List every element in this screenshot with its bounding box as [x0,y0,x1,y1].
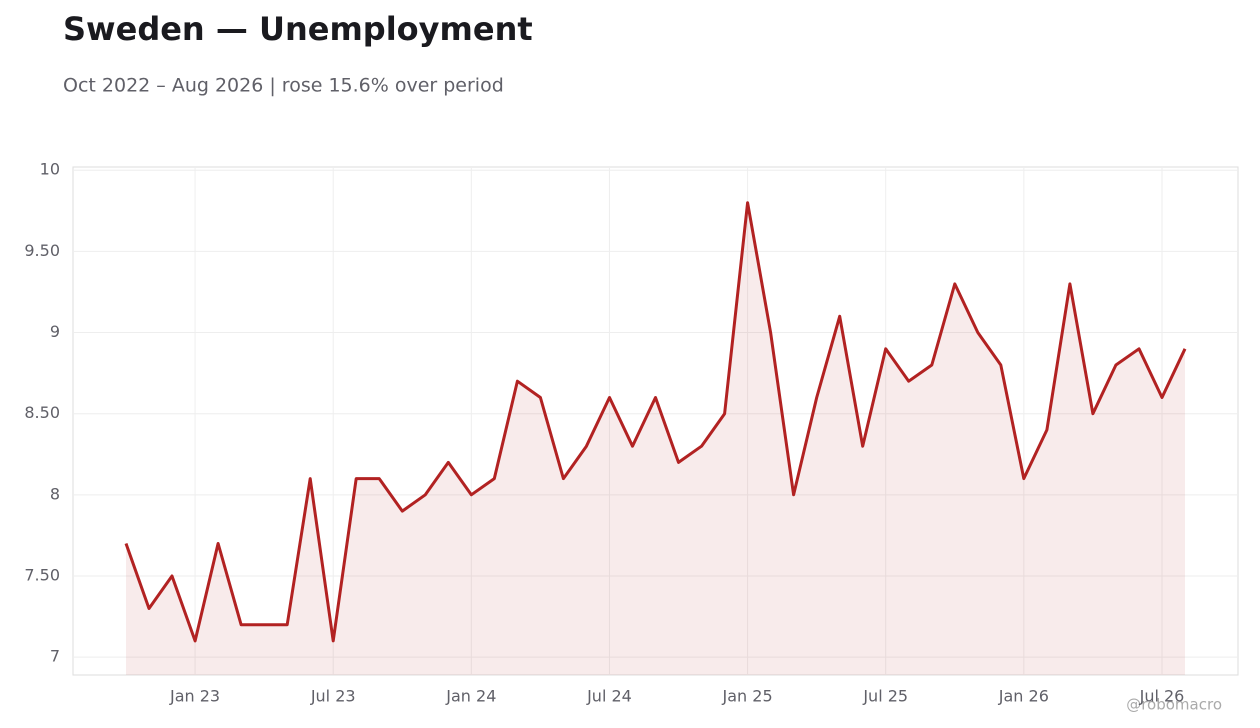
chart-title: Sweden — Unemployment [63,10,533,48]
y-tick-label: 7 [50,647,60,666]
x-tick-label: Jul 24 [586,687,632,706]
line [124,201,1187,643]
plot-frame [72,166,1239,676]
x-tick-label: Jan 24 [445,687,496,706]
chart-subtitle: Oct 2022 – Aug 2026 | rose 15.6% over pe… [63,75,504,97]
y-tick-label: 7.50 [24,565,60,584]
y-tick-label: 9 [50,322,60,341]
y-tick-label: 9.50 [24,241,60,260]
x-tick-label: Jan 25 [722,687,773,706]
y-tick-label: 8.50 [24,403,60,422]
x-tick-label: Jul 26 [1139,687,1185,706]
x-tick-label: Jul 23 [310,687,356,706]
x-tick-label: Jul 25 [862,687,908,706]
x-tick-label: Jan 26 [998,687,1049,706]
y-tick-label: 10 [40,160,60,179]
area [126,202,1185,675]
y-tick-label: 8 [50,484,60,503]
x-tick-label: Jan 23 [169,687,220,706]
watermark: @robomacro [1126,696,1222,714]
